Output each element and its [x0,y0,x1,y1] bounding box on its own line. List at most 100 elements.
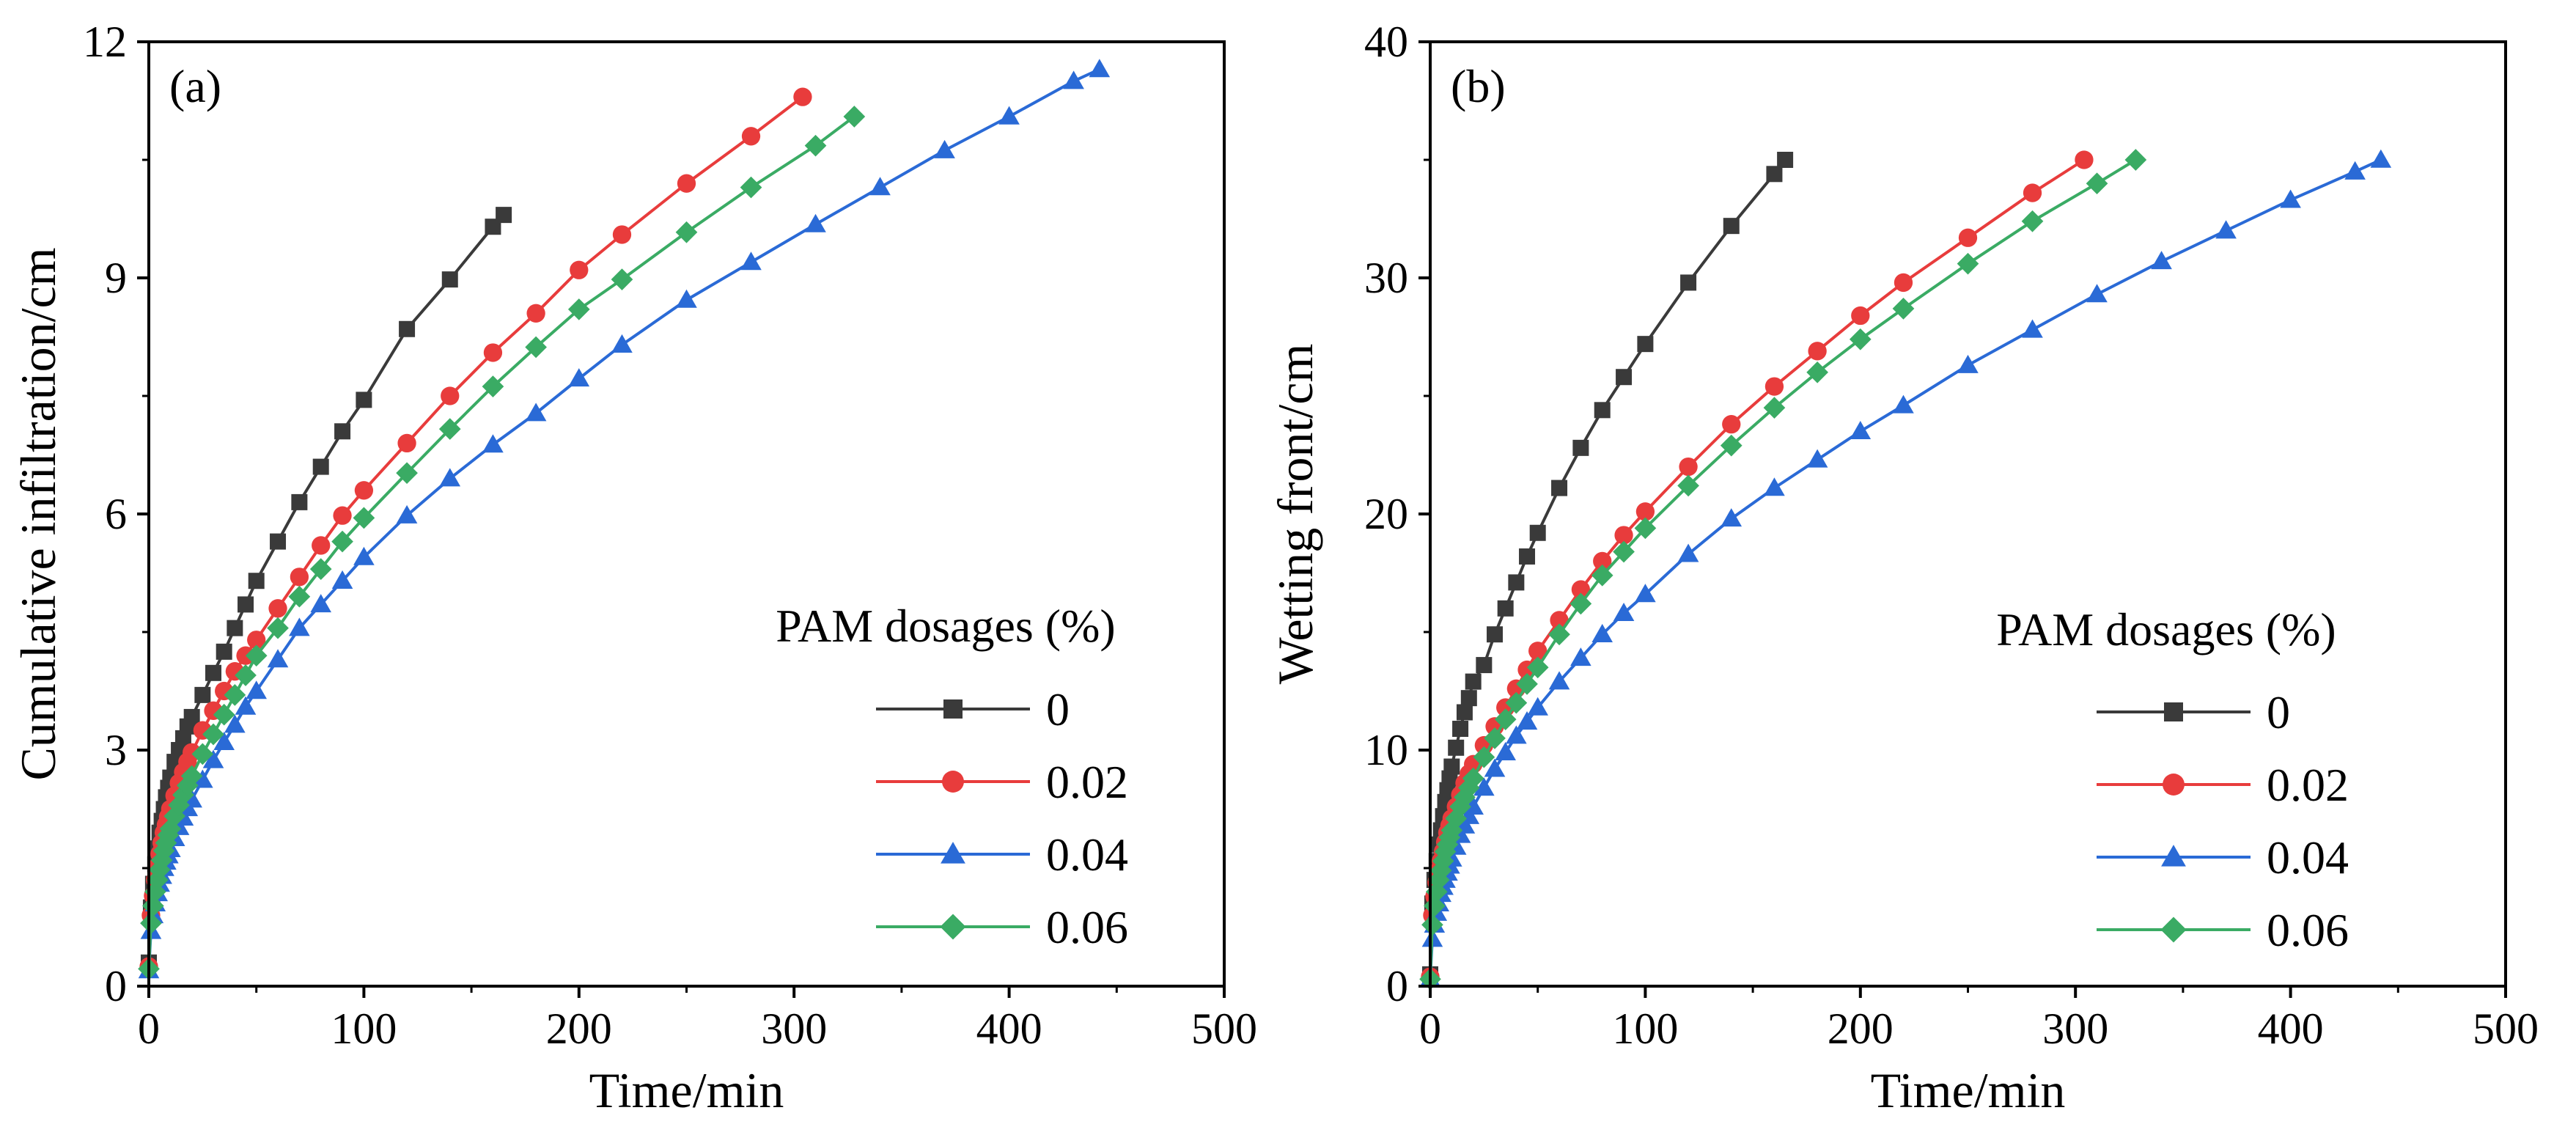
data-point [1635,502,1655,521]
data-point [1591,564,1613,587]
data-point [439,468,461,487]
data-point [567,298,590,320]
data-point [1722,414,1741,434]
data-point [611,334,633,353]
data-point [1634,517,1657,540]
legend-label: 0 [2267,686,2290,738]
data-point [1462,796,1484,815]
data-point [1764,477,1785,496]
data-point [235,664,257,686]
data-point [354,481,374,500]
data-point [356,392,372,408]
data-point [1808,342,1827,361]
legend-label: 0.02 [2267,759,2349,811]
legend-marker [2160,917,2187,943]
data-point [1720,434,1743,457]
data-point [805,213,826,232]
data-point [312,458,329,475]
data-point [2022,319,2043,338]
data-point [2124,149,2147,171]
data-point [1519,548,1536,565]
data-point [1777,152,1794,168]
legend-marker [943,699,963,719]
legend-marker [940,914,966,940]
data-point [2370,149,2392,168]
data-point [1958,228,1978,247]
data-point [1569,592,1592,615]
x-tick-label: 300 [2042,1004,2108,1053]
data-point [741,127,761,146]
data-point [1460,690,1477,707]
data-point [1484,758,1506,777]
data-point [1614,526,1633,545]
panel-b-chart: 0 100 200 300 400 500 0 10 20 30 40 Time/min Wetting… [1267,18,2539,1118]
data-point [1763,397,1786,419]
data-point [482,434,504,453]
data-point [334,423,351,440]
y-tick-label: 40 [1364,18,1408,66]
data-point [246,680,267,699]
panel-a-chart: 0 100 200 300 400 500 0 3 6 9 12 Time/min Cumulative… [10,18,1257,1118]
y-axis-title: Cumulative infiltration/cm [10,247,66,780]
data-point [1448,739,1465,756]
data-point [1677,474,1699,497]
data-point [1850,421,1872,440]
data-point [1063,70,1084,89]
data-point [676,289,697,308]
data-point [1550,611,1569,630]
legend-label: 0.04 [2267,831,2349,884]
data-point [1089,59,1111,78]
legend-marker [941,842,965,864]
data-point [1572,439,1589,456]
data-point [183,708,200,725]
data-point [2021,210,2044,232]
data-point [396,462,418,485]
data-point [2075,150,2094,169]
data-point [331,570,353,589]
data-point [934,139,955,158]
data-point [1516,672,1538,695]
data-point [353,546,375,565]
data-point [869,177,891,196]
data-point [235,696,257,715]
data-point [227,620,243,636]
data-point [1893,394,1914,414]
data-point [142,895,164,917]
data-point [496,207,512,224]
data-point [1456,704,1473,721]
data-point [804,134,827,157]
series-line-3 [1429,158,2137,980]
y-tick-label: 6 [105,490,127,538]
x-tick-label: 0 [1419,1004,1441,1053]
data-point [140,912,162,934]
y-tick-label: 9 [105,254,127,302]
legend-marker [2161,845,2186,867]
data-point [1613,602,1635,621]
data-point [2086,284,2108,303]
data-point [1443,758,1460,775]
data-point [1892,298,1915,320]
data-point [482,375,504,397]
data-point [291,493,308,510]
series-line-3 [147,115,855,969]
data-point [1548,623,1570,646]
data-point [1452,721,1469,738]
data-point [2344,161,2366,180]
legend-marker [2164,702,2183,721]
data-point [399,320,416,337]
data-point [2280,189,2301,208]
data-point [216,643,232,660]
data-point [268,599,287,618]
data-point [270,533,287,550]
data-point [224,684,246,706]
data-point [1894,273,1913,293]
data-point [1764,377,1784,396]
data-point [312,536,331,555]
legend-label: 0.02 [1046,756,1128,808]
data-point [1495,741,1516,760]
data-point [1497,600,1514,617]
data-point [1766,166,1783,183]
data-point [267,649,289,668]
data-point [245,644,268,667]
